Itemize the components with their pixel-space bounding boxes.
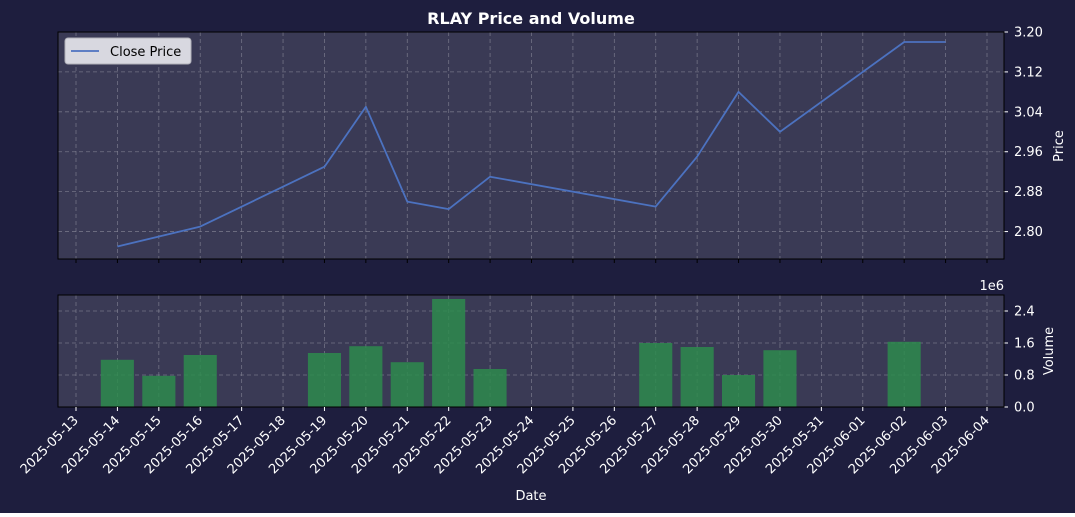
price-axis-label: Price xyxy=(1052,130,1067,162)
volume-y-tick-label: 2.4 xyxy=(1014,305,1035,320)
volume-bar xyxy=(307,353,341,407)
volume-y-tick-label: 0.0 xyxy=(1014,401,1035,416)
legend-label: Close Price xyxy=(110,45,181,60)
x-axis-label: Date xyxy=(515,489,546,504)
price-panel: 2.80 2.88 2.96 3.04 3.12 3.20 xyxy=(57,26,1043,263)
price-y-tick-label: 3.12 xyxy=(1014,65,1043,80)
price-y-tick-label: 2.80 xyxy=(1014,225,1043,240)
price-plot-area xyxy=(58,32,1004,259)
volume-bar xyxy=(473,369,507,407)
legend: Close Price xyxy=(64,37,192,65)
volume-bar xyxy=(639,343,673,407)
volume-bar xyxy=(763,350,797,407)
price-y-tick-label: 2.88 xyxy=(1014,185,1043,200)
volume-bar xyxy=(390,362,424,407)
volume-bar xyxy=(100,359,134,407)
volume-bar xyxy=(349,346,383,407)
price-y-tick-label: 2.96 xyxy=(1014,145,1043,160)
price-gridlines xyxy=(58,31,1004,263)
volume-y-tick-label: 1.6 xyxy=(1014,337,1035,352)
chart-title: RLAY Price and Volume xyxy=(427,9,635,28)
volume-panel: 0.0 0.8 1.6 2.4 xyxy=(57,294,1035,416)
volume-bar xyxy=(183,355,217,407)
volume-bar xyxy=(680,347,714,407)
volume-bar xyxy=(887,341,921,407)
volume-multiplier-label: 1e6 xyxy=(979,279,1004,294)
volume-bar xyxy=(142,375,176,407)
price-y-tick-label: 3.20 xyxy=(1014,26,1043,41)
legend-box xyxy=(64,37,192,65)
close-price-line xyxy=(117,41,946,248)
volume-axis-label: Volume xyxy=(1042,327,1057,375)
price-y-tick-label: 3.04 xyxy=(1014,105,1043,120)
price-axes-frame xyxy=(57,31,1005,260)
volume-y-tick-label: 0.8 xyxy=(1014,369,1035,384)
volume-bar xyxy=(722,375,756,407)
volume-bar xyxy=(432,299,466,407)
